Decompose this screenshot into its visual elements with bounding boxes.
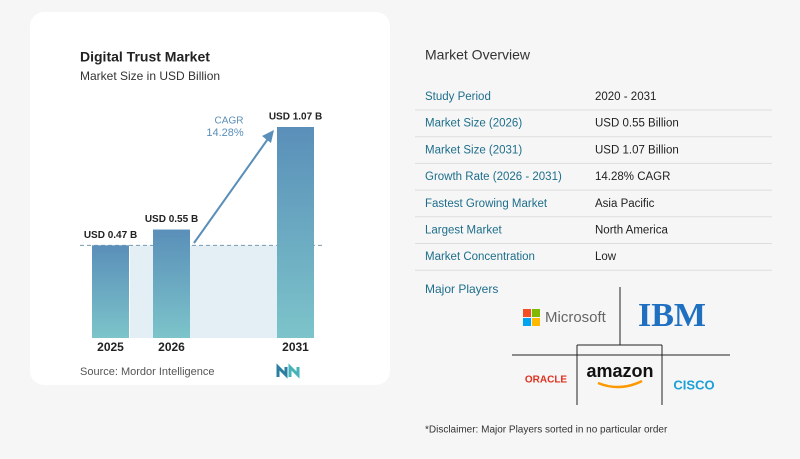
row-label: Market Concentration: [425, 251, 535, 263]
microsoft-icon: [523, 309, 540, 326]
cagr-label: CAGR: [215, 116, 244, 127]
row-value: 14.28% CAGR: [595, 171, 670, 183]
cagr-arrow: [193, 135, 271, 244]
shade: [130, 245, 277, 338]
player-logo: amazon: [586, 361, 653, 381]
row-value: North America: [595, 225, 668, 237]
source: Source: Mordor Intelligence: [80, 366, 215, 378]
row-value: USD 0.55 Billion: [595, 118, 679, 130]
source-logo: [276, 363, 300, 379]
value-label: USD 0.55 B: [145, 214, 198, 225]
row-value: USD 1.07 Billion: [595, 144, 679, 156]
amazon-smile: [597, 379, 643, 389]
row-label: Largest Market: [425, 225, 503, 237]
bar: [92, 245, 129, 338]
player-logo: IBM: [638, 297, 706, 334]
value-label: USD 1.07 B: [269, 112, 322, 123]
player-logo: ORACLE: [525, 375, 568, 386]
row-label: Study Period: [425, 91, 491, 103]
cagr-arrowhead: [262, 130, 274, 143]
bar: [153, 229, 190, 338]
x-tick-label: 2025: [97, 340, 124, 354]
disclaimer: *Disclaimer: Major Players sorted in no …: [425, 425, 668, 436]
chart-subtitle: Market Size in USD Billion: [80, 69, 220, 83]
player-logo: CISCO: [673, 377, 714, 392]
row-value: Low: [595, 251, 617, 263]
cagr-value: 14.28%: [206, 127, 244, 139]
row-value: Asia Pacific: [595, 198, 655, 210]
row-value: 2020 - 2031: [595, 91, 656, 103]
value-label: USD 0.47 B: [84, 230, 137, 241]
row-label: Market Size (2031): [425, 144, 522, 156]
x-tick-label: 2031: [282, 340, 309, 354]
overview-title: Market Overview: [425, 47, 531, 63]
players-title: Major Players: [425, 282, 498, 296]
row-label: Growth Rate (2026 - 2031): [425, 171, 562, 183]
player-logo: Microsoft: [545, 309, 607, 326]
row-label: Market Size (2026): [425, 118, 522, 130]
chart-title: Digital Trust Market: [80, 49, 210, 65]
x-tick-label: 2026: [158, 340, 185, 354]
bar: [277, 127, 314, 338]
row-label: Fastest Growing Market: [425, 198, 548, 210]
player-grid: [512, 287, 730, 405]
